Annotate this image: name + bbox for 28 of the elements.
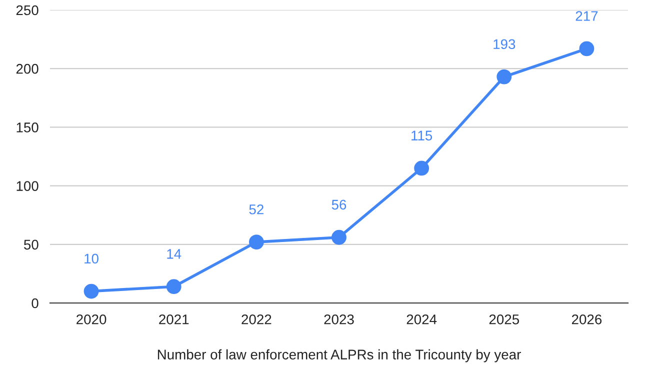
data-label: 217 (576, 11, 598, 21)
x-tick-label: 2021 (159, 314, 189, 324)
data-label: 14 (167, 249, 182, 259)
y-tick-label: 150 (16, 122, 38, 132)
x-tick-label: 2026 (572, 314, 602, 324)
point (248, 234, 264, 250)
point (496, 69, 512, 84)
x-tick-label: 2020 (76, 314, 106, 324)
point (84, 284, 99, 299)
point (332, 230, 346, 245)
point (414, 160, 430, 176)
y-tick-label: 250 (16, 5, 38, 16)
point (166, 279, 182, 294)
y-tick-label: 0 (32, 298, 38, 308)
x-axis-title: Number of law enforcement ALPRs in the Tricounty by year (158, 349, 521, 362)
data-label: 10 (84, 254, 98, 264)
y-tick-label: 200 (16, 64, 38, 74)
data-label: 193 (494, 39, 516, 50)
data-label: 115 (412, 130, 432, 140)
y-tick-label: 50 (24, 240, 38, 250)
x-tick-label: 2023 (324, 314, 354, 324)
x-tick-label: 2022 (242, 314, 272, 324)
y-tick-label: 100 (16, 181, 38, 191)
point (579, 41, 594, 56)
x-tick-label: 2024 (406, 314, 437, 324)
x-tick-label: 2025 (489, 314, 520, 324)
data-label: 52 (249, 204, 264, 214)
data-label: 56 (332, 200, 346, 210)
